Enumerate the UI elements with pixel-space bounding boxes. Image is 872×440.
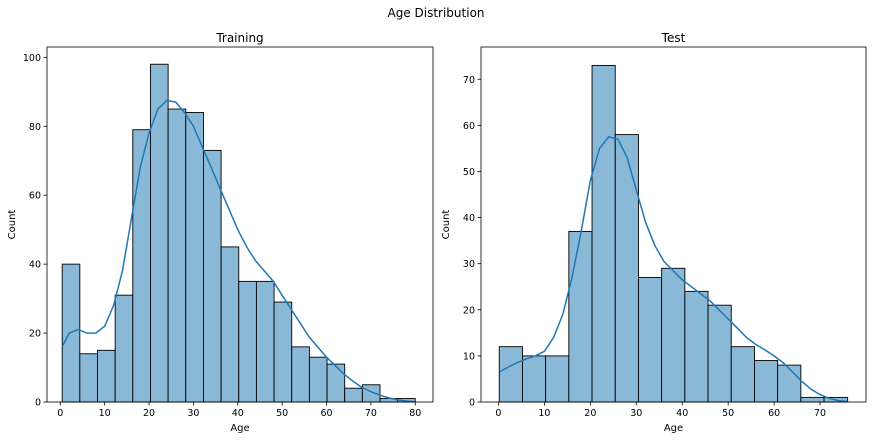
training-bar-12 bbox=[273, 301, 293, 403]
training-bar-11 bbox=[255, 280, 275, 403]
test-ytick-label-20: 20 bbox=[463, 305, 475, 316]
training-xlabel: Age bbox=[230, 423, 249, 434]
test-bar-0 bbox=[498, 346, 523, 403]
test-bar-9 bbox=[707, 304, 732, 403]
training-axes-frame bbox=[46, 46, 434, 403]
training-ytick-label-60: 60 bbox=[29, 191, 41, 202]
training-ylabel: Count bbox=[7, 210, 18, 240]
test-ytick-label-10: 10 bbox=[463, 351, 475, 362]
training-kde-group bbox=[61, 99, 416, 403]
test-bar-8 bbox=[684, 290, 709, 403]
training-bar-16 bbox=[344, 387, 363, 403]
test-xtick-label-30: 30 bbox=[630, 408, 642, 419]
training-title: Training bbox=[215, 31, 263, 45]
training-ytick-label-20: 20 bbox=[29, 329, 41, 340]
test-xtick-label-0: 0 bbox=[495, 408, 501, 419]
test-ytick-label-60: 60 bbox=[463, 121, 475, 132]
test-bars bbox=[498, 64, 849, 403]
test-bar-12 bbox=[777, 364, 802, 403]
training-xtick-label-80: 80 bbox=[409, 408, 421, 419]
test-bar-4 bbox=[591, 64, 616, 403]
test-bar-6 bbox=[637, 277, 663, 403]
test-xlabel: Age bbox=[664, 423, 683, 434]
test-bar-10 bbox=[730, 346, 755, 403]
training-xtick-label-50: 50 bbox=[276, 408, 288, 419]
test-bar-5 bbox=[614, 134, 639, 403]
training-xtick-label-30: 30 bbox=[187, 408, 199, 419]
test-title: Test bbox=[661, 31, 686, 45]
test-bar-2 bbox=[545, 355, 570, 403]
training-ytick-label-80: 80 bbox=[29, 122, 41, 133]
training-xtick-label-60: 60 bbox=[320, 408, 332, 419]
test-xtick-label-20: 20 bbox=[584, 408, 596, 419]
test-bar-7 bbox=[661, 267, 686, 403]
training-axes: 0 10 20 30 40 50 60 70 80 0 20 40 60 80 100 bbox=[23, 46, 434, 419]
test-axes-frame bbox=[480, 46, 867, 403]
test-bar-11 bbox=[754, 360, 779, 403]
training-bar-6 bbox=[167, 108, 187, 403]
training-bars bbox=[61, 63, 416, 403]
training-bar-10 bbox=[238, 280, 257, 403]
training-bar-15 bbox=[326, 363, 346, 403]
test-bar-13 bbox=[800, 396, 825, 403]
training-xtick-label-10: 10 bbox=[99, 408, 111, 419]
training-bar-14 bbox=[308, 356, 328, 403]
training-kde-line bbox=[61, 99, 416, 403]
training-bar-1 bbox=[79, 353, 98, 403]
training-ytick-label-100: 100 bbox=[23, 53, 41, 64]
test-axes: 0 10 20 30 40 50 60 70 0 10 20 30 40 50 60 70 bbox=[463, 46, 867, 419]
training-bar-2 bbox=[97, 349, 116, 403]
training-xtick-label-20: 20 bbox=[143, 408, 155, 419]
training-ytick-label-40: 40 bbox=[29, 260, 41, 271]
training-bar-9 bbox=[220, 246, 240, 403]
test-xtick-label-40: 40 bbox=[676, 408, 688, 419]
test-xtick-label-70: 70 bbox=[814, 408, 826, 419]
test-xtick-label-60: 60 bbox=[768, 408, 780, 419]
training-bar-4 bbox=[132, 129, 151, 403]
test-bar-1 bbox=[521, 355, 547, 403]
test-kde-group bbox=[499, 136, 848, 403]
training-bar-3 bbox=[114, 294, 134, 403]
test-ytick-label-30: 30 bbox=[463, 259, 475, 270]
test-kde-line bbox=[499, 136, 848, 403]
figure-suptitle: Age Distribution bbox=[387, 6, 484, 20]
test-xtick-label-10: 10 bbox=[538, 408, 550, 419]
test-ylabel: Count bbox=[441, 210, 452, 240]
training-xtick-label-70: 70 bbox=[365, 408, 377, 419]
training-bar-7 bbox=[185, 112, 204, 403]
test-ytick-label-50: 50 bbox=[463, 167, 475, 178]
test-ytick-label-0: 0 bbox=[469, 398, 475, 409]
training-xtick-label-0: 0 bbox=[57, 408, 63, 419]
training-panel: 0 10 20 30 40 50 60 70 80 0 20 40 60 80 100 Training A… bbox=[7, 31, 434, 434]
training-xtick-label-40: 40 bbox=[232, 408, 244, 419]
training-bar-5 bbox=[150, 63, 169, 403]
test-bar-3 bbox=[568, 230, 593, 403]
test-xtick-label-50: 50 bbox=[722, 408, 734, 419]
test-ytick-label-40: 40 bbox=[463, 213, 475, 224]
test-ytick-label-70: 70 bbox=[463, 75, 475, 86]
training-bar-8 bbox=[202, 149, 222, 403]
training-ytick-label-0: 0 bbox=[35, 398, 41, 409]
training-bar-13 bbox=[291, 346, 310, 403]
